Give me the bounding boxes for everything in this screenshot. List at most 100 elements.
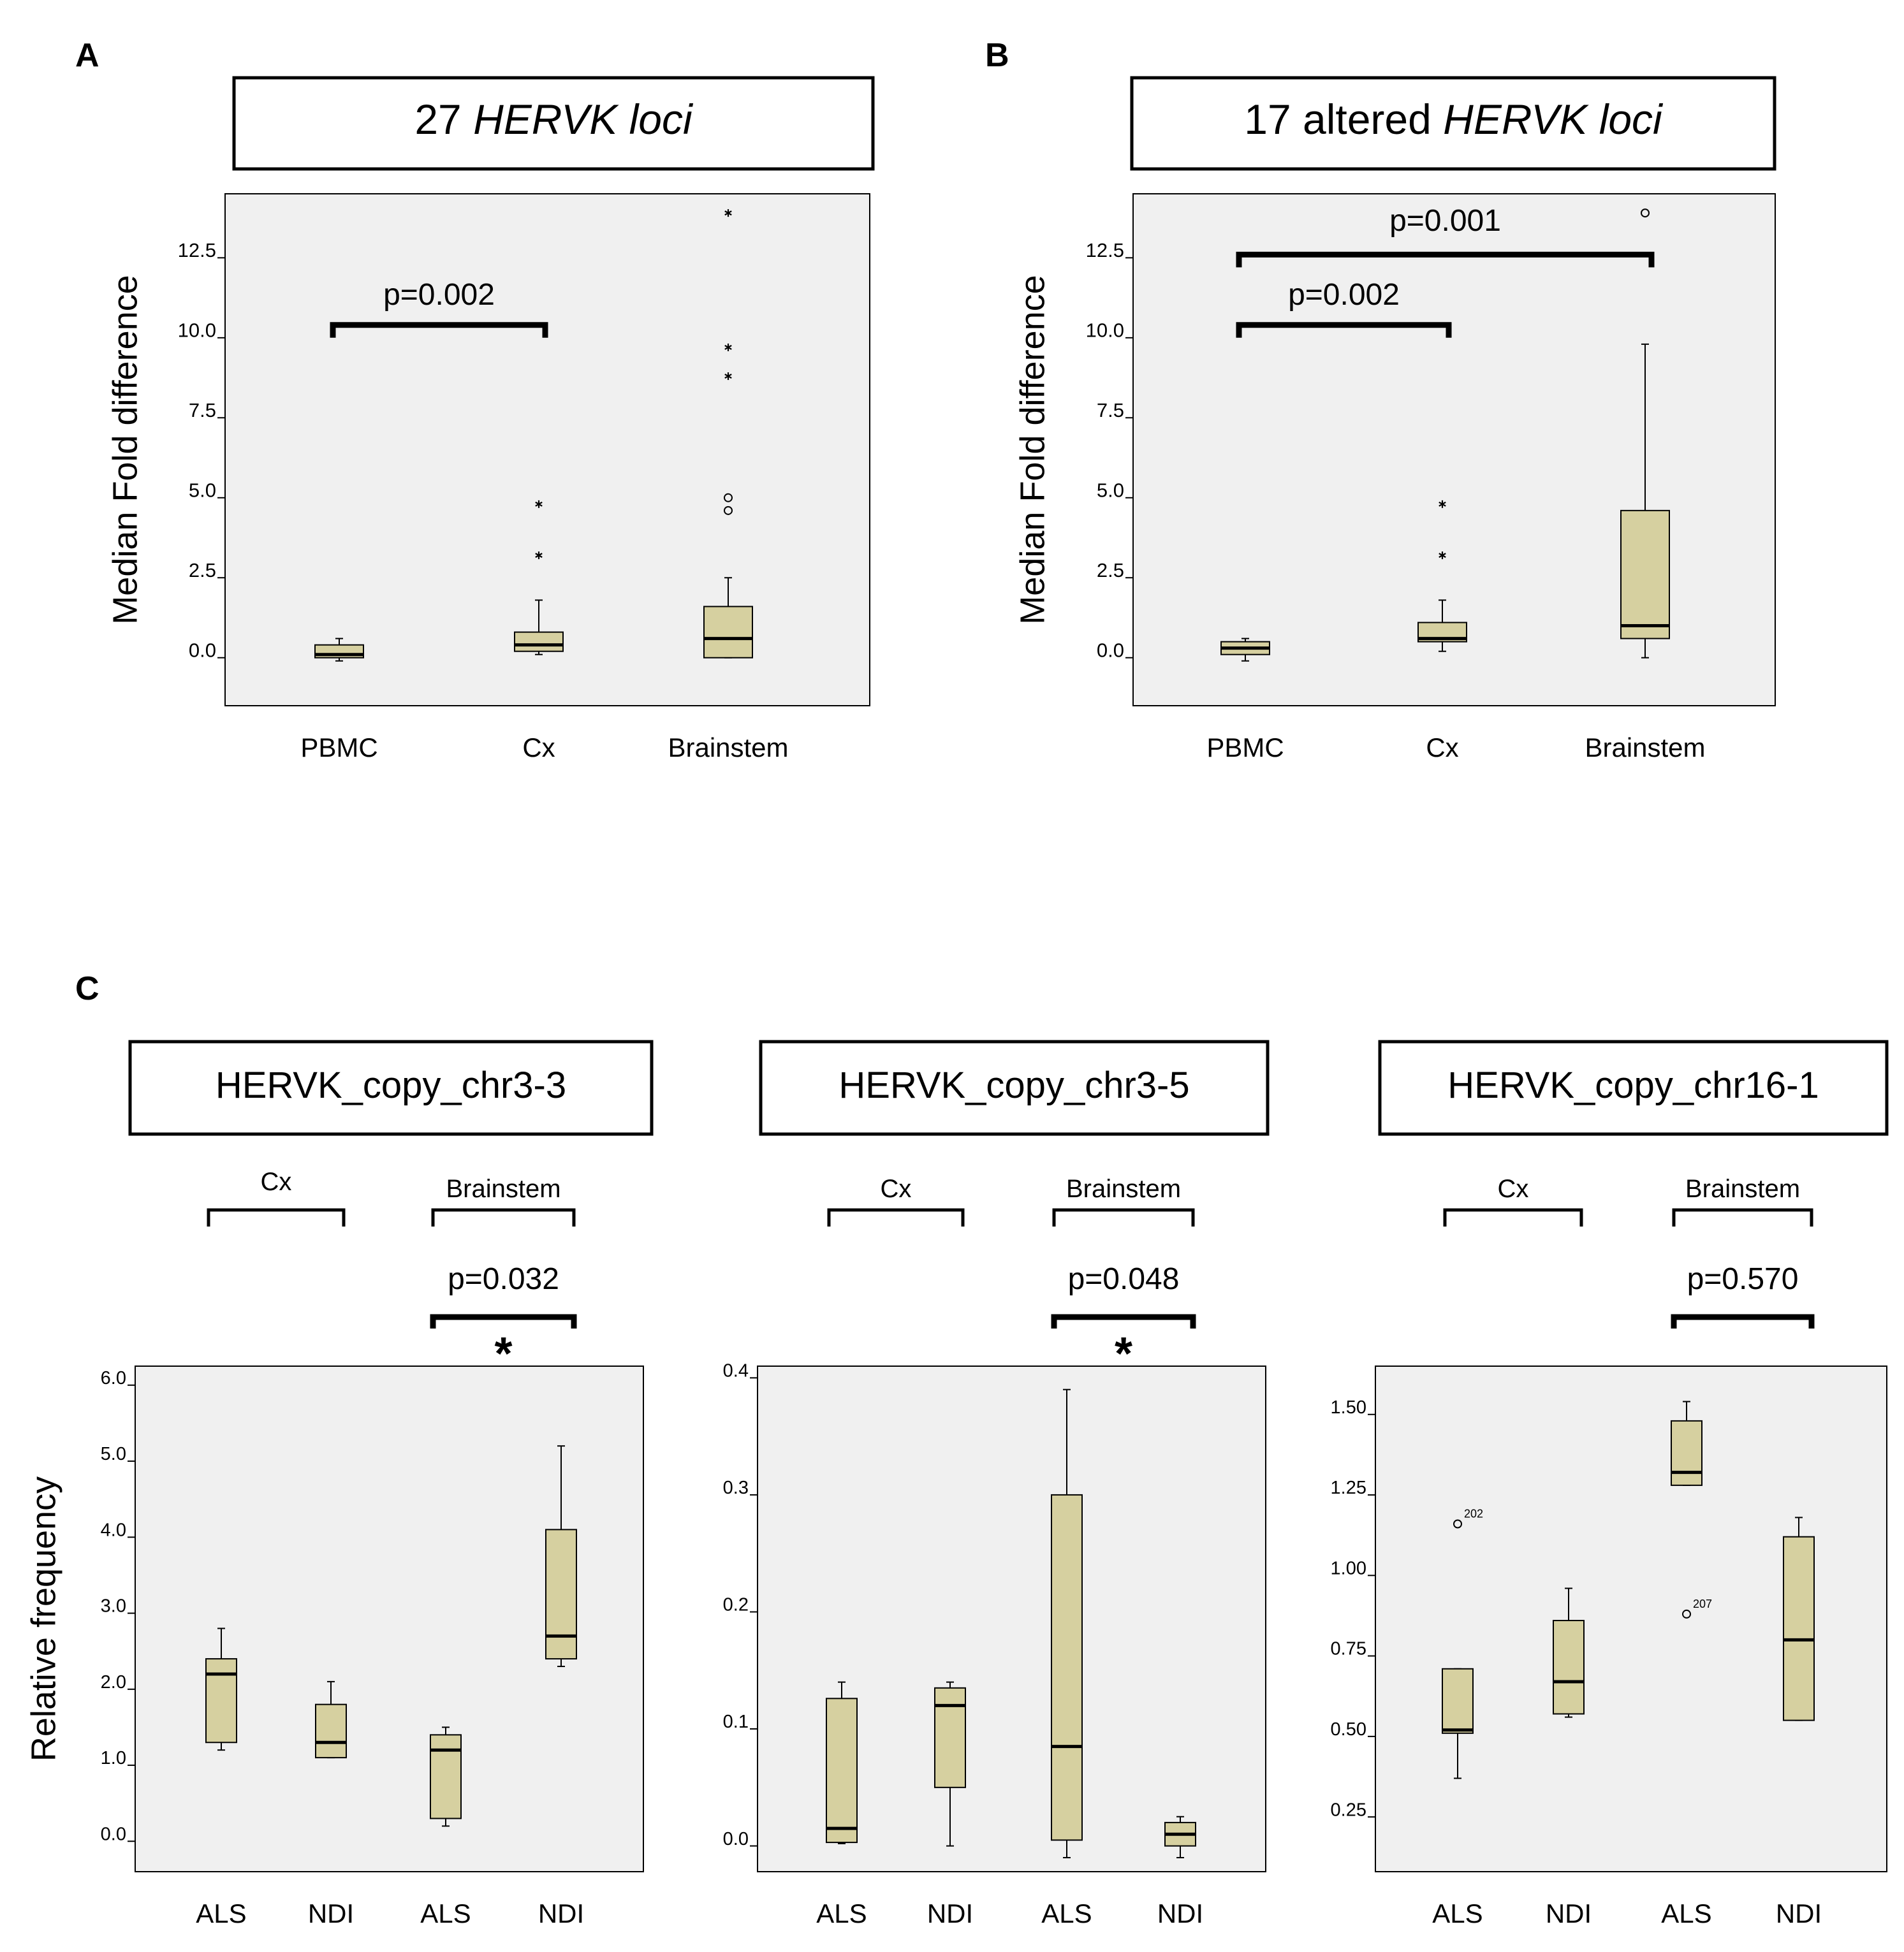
y-tick-label: 0.0 bbox=[101, 1824, 126, 1844]
outlier-circle bbox=[724, 493, 733, 502]
chart-title: HERVK_copy_chr3-5 bbox=[838, 1065, 1189, 1106]
p-value-label: p=0.002 bbox=[1288, 278, 1400, 312]
chart-title: HERVK_copy_chr16-1 bbox=[1447, 1065, 1819, 1106]
category-label: Cx bbox=[1426, 732, 1458, 762]
category-label: Cx bbox=[522, 732, 555, 762]
group-bracket bbox=[207, 1208, 346, 1227]
significance-star: * bbox=[1115, 1329, 1132, 1380]
category-label: NDI bbox=[1546, 1898, 1592, 1928]
chart-panel-b: 17 altered HERVK loci 0.0 2.5 5.0 7.5 10.0 12.… bbox=[1013, 76, 1776, 762]
outlier-circle bbox=[1453, 1519, 1462, 1529]
chart-title-box bbox=[1378, 1040, 1889, 1136]
box-iqr bbox=[703, 606, 753, 659]
box-iqr bbox=[934, 1687, 966, 1788]
box-iqr bbox=[205, 1658, 237, 1744]
box-3 bbox=[1783, 1517, 1815, 1721]
significance-bracket bbox=[1051, 1314, 1196, 1329]
chart-title-part: HERVK loci bbox=[1443, 96, 1664, 143]
chart-title-part: HERVK loci bbox=[473, 96, 694, 143]
group-label: Cx bbox=[261, 1168, 292, 1196]
category-label: NDI bbox=[308, 1898, 354, 1928]
y-tick-label: 0.0 bbox=[189, 639, 216, 662]
outlier-star bbox=[1439, 551, 1446, 560]
chart-title-part: HERVK_copy_chr16-1 bbox=[1447, 1065, 1819, 1106]
outlier-star-stroke bbox=[535, 501, 543, 507]
outlier-star-stroke bbox=[1439, 501, 1446, 507]
y-tick-label: 1.25 bbox=[1331, 1478, 1366, 1498]
category-label: NDI bbox=[927, 1898, 973, 1928]
box-3 bbox=[545, 1445, 577, 1668]
y-tick-label: 0.4 bbox=[723, 1361, 749, 1381]
group-bracket bbox=[1443, 1208, 1583, 1227]
box-iqr bbox=[545, 1529, 577, 1660]
box-1 bbox=[1553, 1587, 1585, 1718]
outlier-circle bbox=[1682, 1609, 1691, 1619]
category-label: ALS bbox=[420, 1898, 471, 1928]
p-value-label: p=0.001 bbox=[1389, 204, 1501, 238]
chart-title-box bbox=[759, 1040, 1270, 1136]
y-tick-label: 5.0 bbox=[1097, 479, 1124, 502]
significance-bracket bbox=[330, 322, 548, 338]
y-axis-label: Relative frequency bbox=[24, 1476, 62, 1761]
significance-bracket bbox=[1671, 1314, 1815, 1329]
y-tick-label: 1.50 bbox=[1331, 1397, 1366, 1418]
box-0: 202 bbox=[1442, 1507, 1483, 1779]
box-2 bbox=[430, 1726, 462, 1827]
panel-label-b: B bbox=[985, 37, 1009, 74]
box-iqr bbox=[1620, 509, 1670, 639]
outlier-star-stroke bbox=[724, 374, 732, 379]
p-value-label: p=0.032 bbox=[448, 1262, 559, 1296]
box-2 bbox=[703, 209, 753, 659]
outlier-star-stroke bbox=[1439, 553, 1446, 558]
panel-label-a: A bbox=[75, 37, 99, 74]
box-iqr bbox=[1671, 1420, 1703, 1486]
y-tick-label: 7.5 bbox=[1097, 399, 1124, 421]
outlier-star bbox=[1439, 500, 1446, 508]
group-bracket bbox=[1672, 1208, 1813, 1227]
box-2 bbox=[1051, 1388, 1083, 1858]
p-value-label: p=0.002 bbox=[383, 278, 495, 312]
category-label: ALS bbox=[196, 1898, 246, 1928]
chart-panel-a: 27 HERVK loci 0.0 2.5 5.0 7.5 10.0 12.5 Median … bbox=[106, 76, 875, 762]
box-iqr bbox=[1783, 1536, 1815, 1721]
y-tick-label: 0.0 bbox=[723, 1829, 749, 1849]
box-3 bbox=[1164, 1816, 1196, 1858]
box-iqr bbox=[1442, 1668, 1474, 1734]
group-bracket bbox=[1052, 1208, 1195, 1227]
outlier-star-stroke bbox=[724, 344, 732, 350]
significance-bracket bbox=[1236, 322, 1452, 338]
significance-star: * bbox=[494, 1329, 512, 1380]
group-label: Cx bbox=[1498, 1175, 1529, 1203]
category-label: NDI bbox=[538, 1898, 584, 1928]
category-label: ALS bbox=[1661, 1898, 1711, 1928]
category-label: PBMC bbox=[1206, 732, 1284, 762]
y-tick-label: 2.5 bbox=[1097, 559, 1124, 581]
y-tick-label: 0.1 bbox=[723, 1712, 749, 1732]
chart-title-box bbox=[232, 76, 875, 171]
box-2 bbox=[1620, 208, 1670, 659]
y-tick-label: 4.0 bbox=[101, 1520, 126, 1540]
y-axis-label: Median Fold difference bbox=[1013, 275, 1051, 624]
category-label: NDI bbox=[1776, 1898, 1822, 1928]
y-tick-label: 10.0 bbox=[1086, 319, 1124, 342]
box-2: 207 bbox=[1671, 1401, 1712, 1619]
box-1 bbox=[1417, 500, 1467, 652]
box-iqr bbox=[1553, 1620, 1585, 1715]
chart-panel-c-chr3-3: HERVK_copy_chr3-3 0.0 1.0 2.0 3.0 4.0 5.0 6.0 Re… bbox=[24, 1040, 654, 1928]
y-tick-label: 12.5 bbox=[1086, 239, 1124, 261]
significance-bracket bbox=[430, 1314, 577, 1329]
y-tick-label: 2.0 bbox=[101, 1672, 126, 1693]
outlier-label: 207 bbox=[1693, 1598, 1712, 1610]
outlier-circle bbox=[1641, 208, 1650, 218]
outlier-star bbox=[535, 500, 543, 508]
group-label: Cx bbox=[881, 1175, 912, 1203]
outlier-star-stroke bbox=[724, 210, 732, 216]
panel-label-c: C bbox=[75, 970, 99, 1007]
box-iqr bbox=[514, 631, 564, 652]
box-0 bbox=[205, 1628, 237, 1751]
category-label: ALS bbox=[1432, 1898, 1483, 1928]
y-tick-label: 0.2 bbox=[723, 1595, 749, 1615]
box-iqr bbox=[430, 1734, 462, 1819]
y-tick-label: 7.5 bbox=[189, 399, 216, 421]
y-tick-label: 1.00 bbox=[1331, 1558, 1366, 1578]
